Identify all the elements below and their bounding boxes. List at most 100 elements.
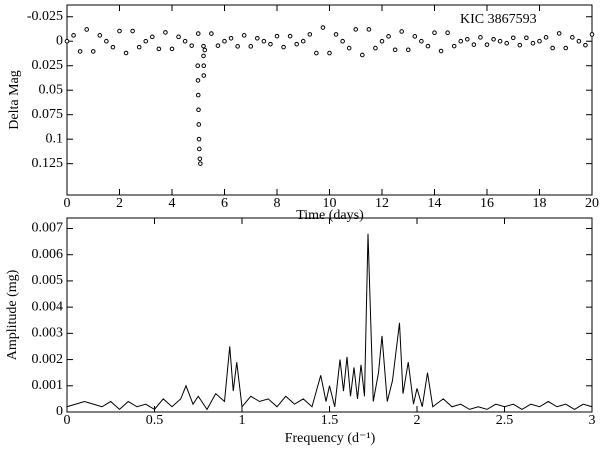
y-tick-label: 0.002 [32, 352, 64, 367]
x-tick-label: 20 [585, 196, 599, 211]
x-tick-label: 16 [480, 196, 494, 211]
y-tick-label: 0.1 [46, 131, 64, 146]
data-point [405, 47, 411, 53]
data-point [182, 38, 188, 44]
y-tick-label: -0.025 [27, 9, 63, 24]
data-point [77, 49, 83, 54]
x-tick-label: 4 [169, 196, 176, 211]
y-tick-label: 0.003 [32, 326, 64, 341]
data-point [241, 33, 247, 38]
plot-frame [66, 4, 593, 196]
data-point [268, 41, 273, 47]
data-point [478, 35, 483, 40]
data-point [90, 49, 96, 54]
x-tick-label: 2.5 [496, 413, 514, 428]
x-tick-label: 10 [323, 196, 337, 211]
x-tick-label: 12 [375, 196, 389, 211]
data-point [130, 28, 135, 34]
data-point [110, 44, 116, 50]
data-point [176, 34, 181, 40]
data-point [327, 50, 332, 56]
data-point [195, 78, 201, 83]
data-point [196, 122, 202, 127]
y-tick-label: 0.025 [32, 58, 64, 73]
data-point [202, 47, 208, 53]
data-point [197, 156, 203, 162]
plot-frame [66, 217, 593, 413]
x-tick-label: 14 [428, 196, 442, 211]
data-point [307, 32, 313, 37]
data-point [360, 52, 365, 58]
data-point [497, 38, 503, 44]
data-point [195, 31, 201, 36]
data-point [198, 161, 203, 166]
x-tick-label: 8 [274, 196, 281, 211]
data-point [156, 46, 162, 52]
y-tick-label: 0.05 [39, 82, 64, 97]
data-point [530, 40, 536, 46]
x-tick-label: 18 [533, 196, 547, 211]
data-point [195, 63, 201, 69]
y-tick-label: 0.004 [32, 299, 64, 314]
x-tick-label: 1.5 [321, 413, 339, 428]
y-tick-label: 0.005 [32, 273, 64, 288]
y-tick-label: 0 [56, 33, 63, 48]
data-point [314, 50, 319, 56]
x-tick-label: 0.5 [146, 413, 164, 428]
data-point [563, 45, 569, 51]
data-point [169, 46, 175, 52]
data-point [195, 92, 201, 98]
data-point [537, 38, 542, 44]
data-point [419, 38, 424, 44]
data-point [484, 42, 490, 47]
x-axis-label: Time (days) [296, 208, 364, 223]
data-point [228, 35, 234, 41]
data-point [517, 42, 523, 48]
x-axis-label: Frequency (d⁻¹) [285, 431, 376, 446]
data-point [201, 43, 206, 49]
data-point [458, 38, 464, 44]
data-point [399, 29, 404, 34]
data-point [143, 38, 149, 44]
data-point [589, 32, 595, 37]
data-point [432, 30, 437, 36]
data-point [524, 35, 529, 41]
data-point [201, 53, 206, 59]
data-point [97, 33, 103, 38]
data-point [215, 43, 221, 48]
data-point [583, 42, 588, 48]
data-point [373, 45, 378, 51]
data-point [510, 35, 516, 41]
x-tick-label: 0 [64, 196, 71, 211]
x-tick-label: 6 [221, 196, 228, 211]
data-point [425, 43, 431, 49]
y-tick-label: 0 [56, 404, 63, 419]
data-point [261, 38, 267, 44]
data-point [196, 107, 201, 113]
x-tick-label: 2 [414, 413, 421, 428]
data-point [274, 33, 280, 39]
data-point [209, 31, 214, 36]
data-point [550, 45, 555, 51]
data-point [412, 34, 418, 39]
x-tick-label: 1 [239, 413, 246, 428]
data-point [163, 30, 168, 35]
data-point [504, 40, 509, 46]
data-point [438, 48, 444, 54]
periodogram-line [66, 233, 593, 411]
data-point [235, 44, 240, 49]
data-point [136, 44, 142, 50]
data-point [150, 34, 155, 40]
y-axis-label: Amplitude (mg) [5, 269, 20, 360]
data-point [281, 44, 286, 50]
data-point [123, 50, 129, 56]
data-point [117, 28, 122, 34]
data-point [300, 38, 306, 44]
data-point [189, 43, 194, 48]
data-point [346, 45, 352, 51]
data-point [471, 42, 477, 47]
y-tick-label: 0.125 [32, 156, 64, 171]
x-tick-label: 2 [116, 196, 123, 211]
annotation: KIC 3867593 [460, 12, 537, 27]
data-point [445, 30, 450, 36]
